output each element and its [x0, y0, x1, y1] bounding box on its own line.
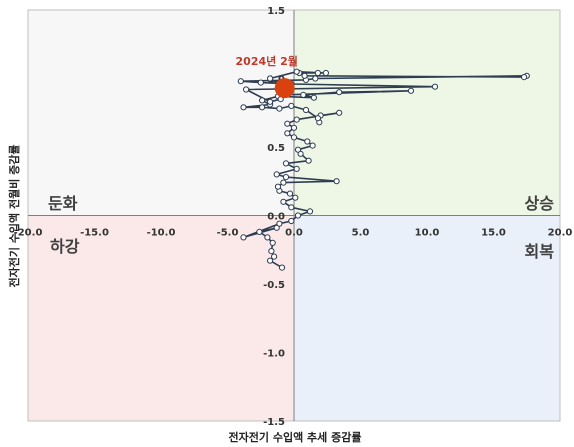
quadrant-label-top-left: 둔화 [48, 194, 78, 213]
data-point [276, 105, 283, 112]
x-tick-label: 5.0 [352, 228, 370, 239]
data-point [288, 204, 295, 211]
data-point [407, 87, 415, 94]
data-point [293, 165, 300, 172]
data-point [312, 75, 319, 82]
quadrant-label-bottom-left: 하강 [50, 237, 80, 256]
data-point [268, 248, 275, 255]
data-point [310, 94, 317, 101]
data-point [267, 75, 274, 82]
data-point [257, 79, 264, 86]
y-axis-label: 전자전기 수입액 전월비 증감률 [7, 144, 21, 287]
y-tick-label: -1.5 [263, 417, 285, 428]
quadrant-label-top-right: 상승 [525, 194, 555, 213]
x-tick-label: 20.0 [548, 228, 573, 239]
data-point [431, 83, 439, 90]
quadrant-top-left-bg [28, 10, 294, 216]
data-point [309, 142, 316, 149]
quadrant-label-bottom-right: 회복 [525, 242, 555, 261]
data-point [240, 104, 247, 111]
data-point [521, 74, 528, 81]
data-point [336, 89, 343, 96]
y-tick-label: -0.5 [263, 280, 285, 291]
data-point [314, 69, 321, 77]
quadrant-top-right-bg [294, 10, 560, 216]
data-point [264, 234, 271, 241]
y-tick-label: 1.5 [267, 6, 285, 17]
data-point [243, 86, 250, 93]
x-tick-label: 15.0 [481, 228, 506, 239]
data-point [237, 78, 244, 85]
data-point [300, 91, 307, 99]
data-point [240, 234, 247, 241]
data-point [304, 138, 311, 145]
data-point [293, 68, 300, 75]
data-point [278, 264, 286, 271]
x-tick-label: -20.0 [14, 228, 43, 239]
highlight-marker [274, 78, 295, 99]
y-tick-label: 0.5 [267, 143, 285, 154]
data-point [302, 106, 310, 114]
data-point [280, 179, 287, 186]
data-point [274, 183, 282, 190]
data-point [286, 190, 294, 197]
data-point [314, 115, 321, 122]
data-point [294, 146, 302, 153]
data-point [336, 109, 343, 116]
data-point [305, 157, 312, 164]
data-point [259, 97, 266, 104]
data-point [256, 228, 263, 235]
data-point [282, 174, 290, 181]
quadrant-bottom-left-bg [28, 215, 294, 421]
x-tick-labels: -20.0 -15.0 -10.0 -5.0 0.0 5.0 10.0 15.0 20.0 [14, 228, 573, 239]
data-point [267, 98, 274, 105]
x-tick-label: 0.0 [285, 228, 303, 239]
x-tick-label: -15.0 [80, 228, 109, 239]
data-point [267, 257, 274, 264]
data-point [301, 72, 308, 79]
y-tick-label: 0.0 [267, 212, 285, 223]
data-point [306, 208, 314, 215]
data-point [259, 104, 266, 111]
data-point [293, 116, 300, 123]
data-point [282, 160, 290, 167]
x-tick-label: 10.0 [415, 228, 440, 239]
data-point [284, 130, 291, 137]
data-point [284, 120, 291, 127]
data-point [290, 124, 298, 131]
data-point [322, 69, 329, 77]
highlight-label: 2024년 2월 [236, 54, 298, 68]
data-point [276, 220, 283, 227]
x-tick-label: -10.0 [147, 228, 176, 239]
data-point [292, 194, 299, 201]
data-point [280, 198, 287, 205]
x-tick-label: -5.0 [217, 228, 239, 239]
data-point [333, 178, 340, 185]
quadrant-bottom-right-bg [294, 215, 560, 421]
data-points [237, 68, 530, 271]
data-point [273, 171, 280, 178]
data-point [269, 239, 276, 246]
data-point [288, 102, 295, 110]
data-point [290, 134, 298, 141]
data-point [294, 212, 302, 219]
data-point [288, 217, 295, 225]
data-point [271, 253, 278, 260]
x-axis-label: 전자전기 수입액 추세 증감률 [229, 430, 362, 444]
y-tick-label: -1.0 [263, 349, 285, 360]
